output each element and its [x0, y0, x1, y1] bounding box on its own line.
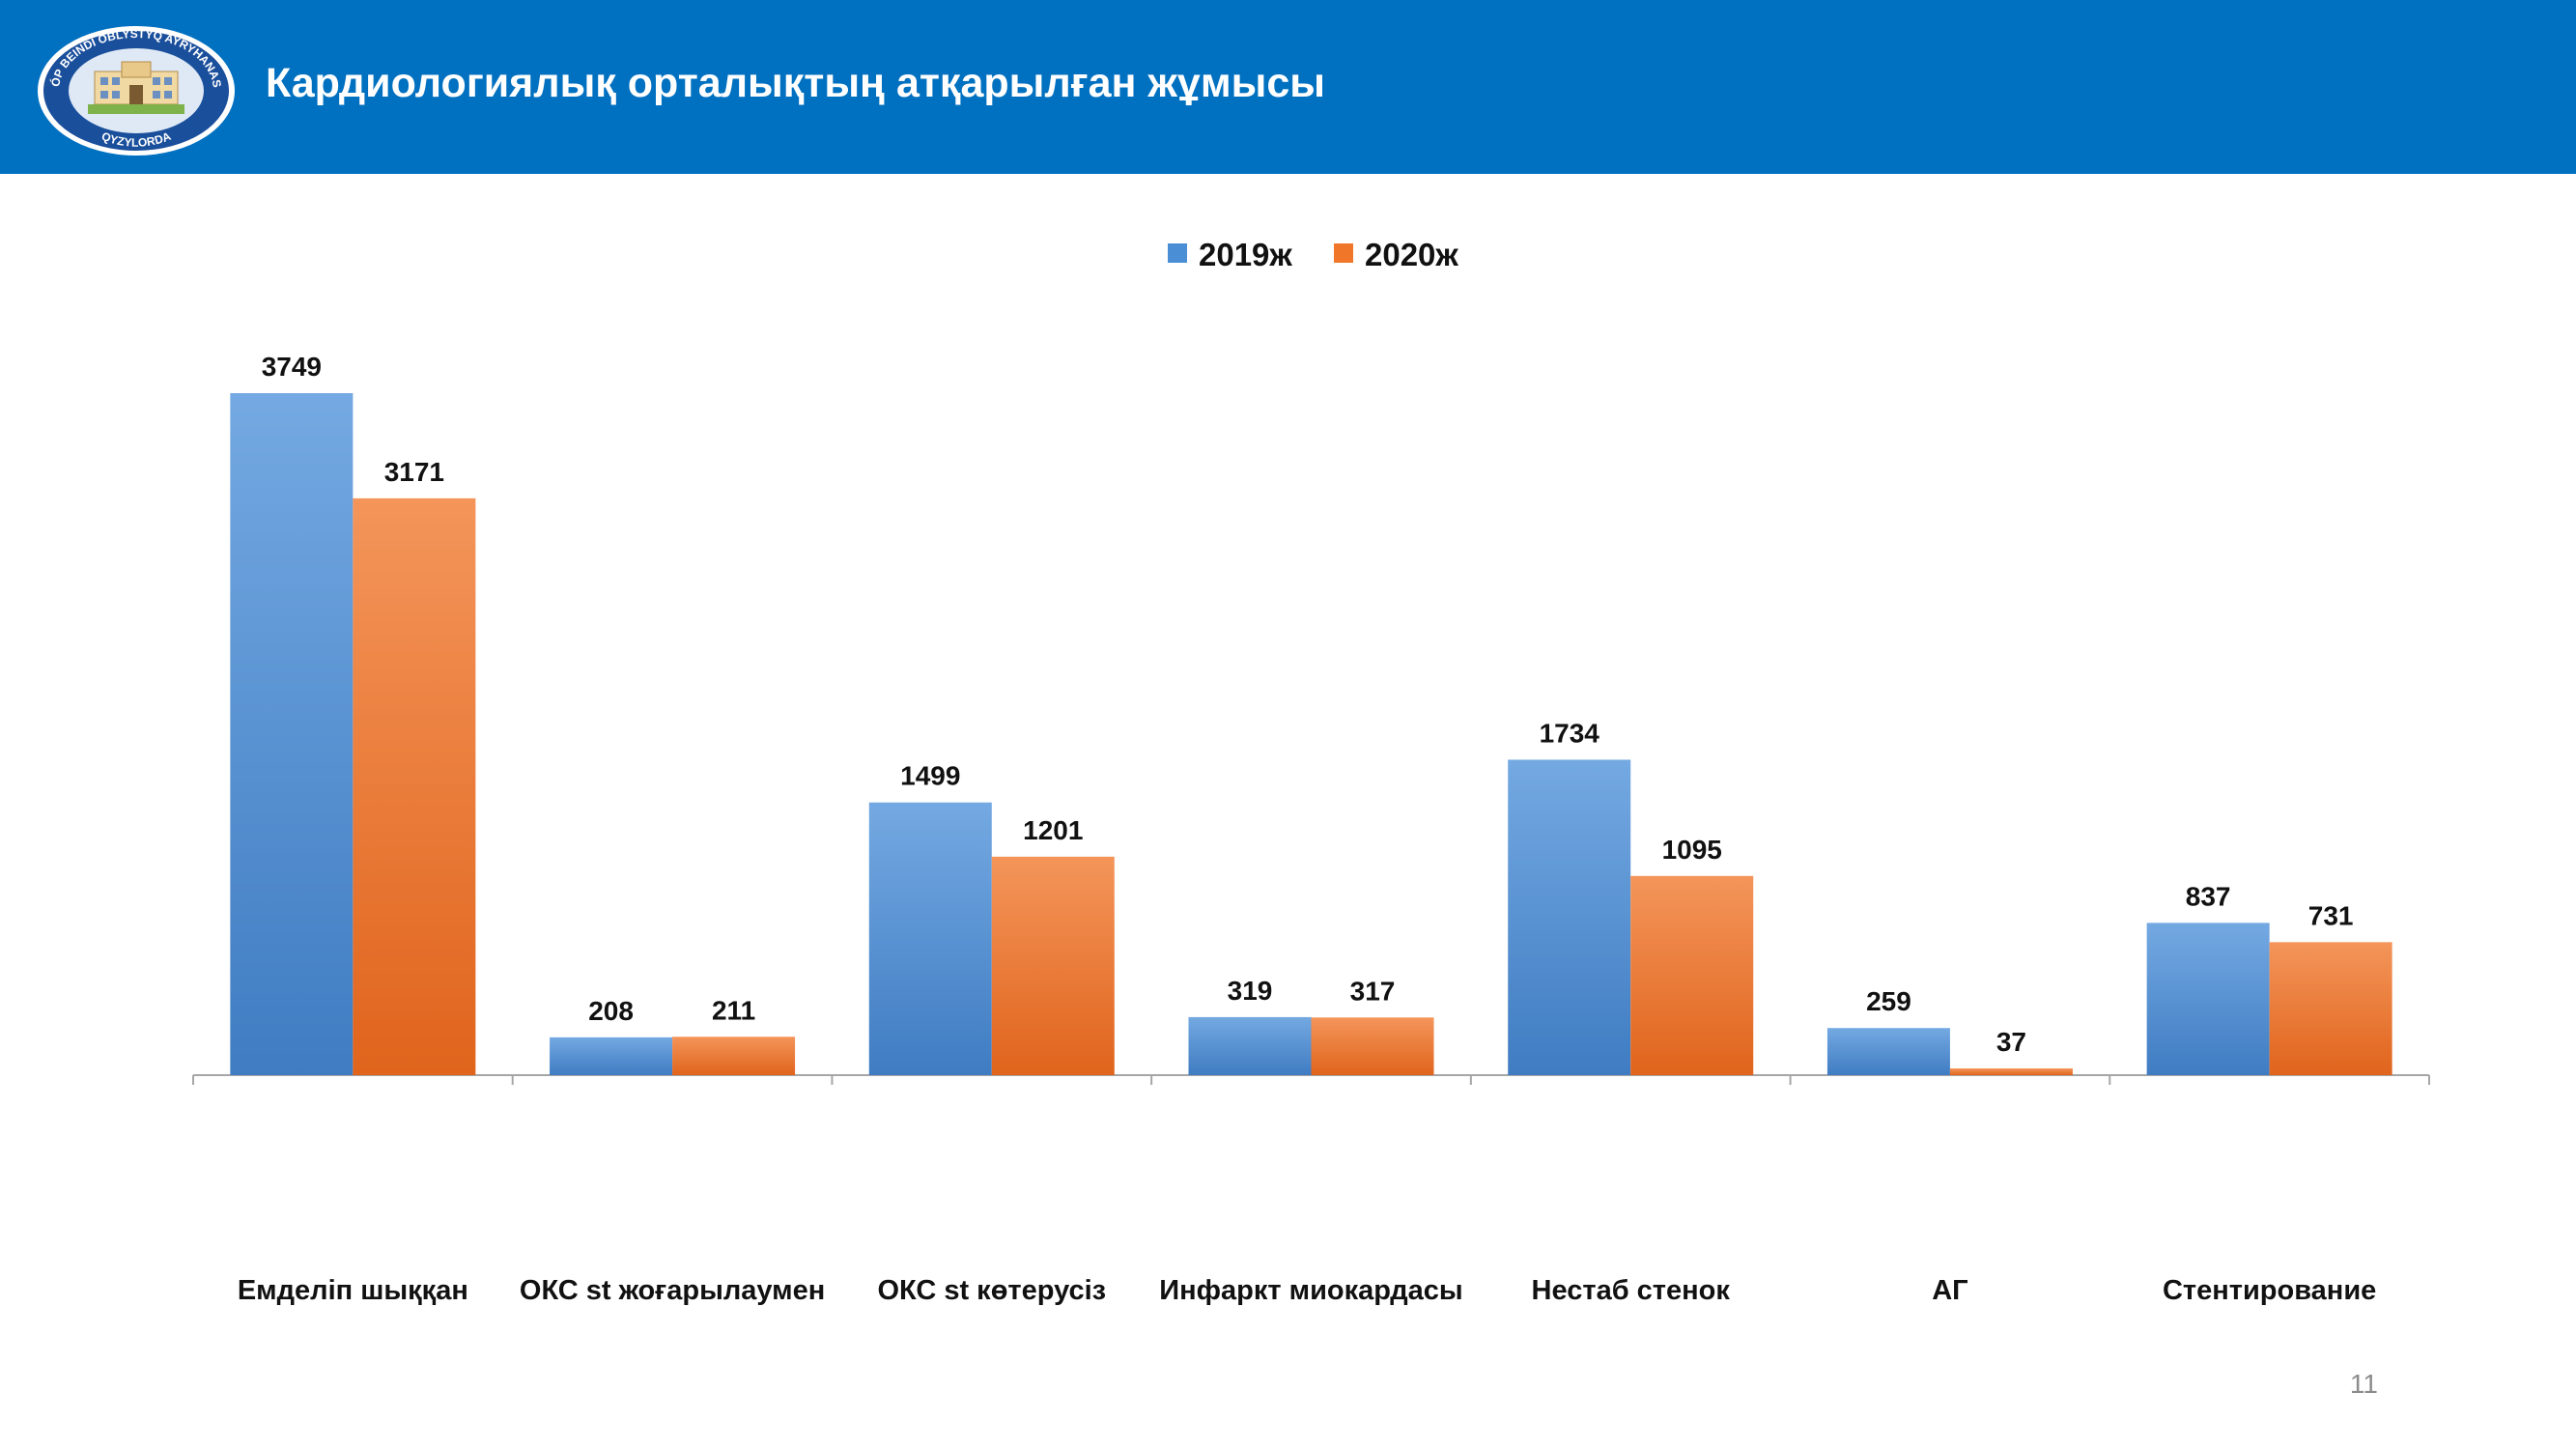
category-label: АГ — [1932, 1275, 1967, 1306]
bar-chart: 2019ж 2020ж 3749 3171 Емделіп шыққан 208 211 ОК… — [192, 237, 2430, 1306]
bar-2019-4 — [1508, 759, 1631, 1075]
data-label: 211 — [712, 995, 755, 1025]
data-label: 37 — [1996, 1027, 2026, 1057]
svg-text:QYZYLORDA: QYZYLORDA — [99, 129, 173, 150]
data-label: 731 — [2308, 900, 2354, 930]
hospital-logo-icon: KÓP BEINDI OBLYSTYQ AYRYHANASY QYZYLORDA — [35, 23, 235, 156]
bar-2020-0 — [353, 497, 476, 1075]
bar-2020-2 — [991, 856, 1115, 1075]
page-number: 11 — [2349, 1369, 2378, 1399]
category-label: ОКС st жоғарылаумен — [520, 1275, 825, 1306]
bar-2019-5 — [1826, 1028, 1950, 1075]
data-label: 259 — [1866, 986, 1911, 1016]
category-label: Емделіп шыққан — [238, 1275, 468, 1306]
category-label: Стентирование — [2163, 1275, 2376, 1306]
data-label: 1095 — [1662, 835, 1722, 865]
bar-2019-3 — [1188, 1016, 1312, 1075]
bar-2019-2 — [868, 802, 992, 1075]
logo-text-bottom: QYZYLORDA — [99, 129, 173, 150]
data-label: 208 — [588, 996, 634, 1026]
header-bar: KÓP BEINDI OBLYSTYQ AYRYHANASY QYZYLORDA… — [0, 0, 2576, 174]
category-label: Нестаб стенок — [1532, 1275, 1731, 1306]
page-title: Кардиологиялық орталықтың атқарылған жұм… — [266, 60, 1325, 106]
legend-swatch-0 — [1168, 243, 1187, 263]
bar-2019-0 — [230, 393, 354, 1075]
legend-swatch-1 — [1334, 243, 1353, 263]
legend-label-1: 2020ж — [1365, 237, 1458, 272]
data-label: 1499 — [900, 761, 960, 791]
data-label: 319 — [1228, 976, 1273, 1006]
bar-2019-6 — [2146, 923, 2270, 1075]
bar-2020-6 — [2269, 942, 2392, 1075]
legend-label-0: 2019ж — [1199, 237, 1292, 272]
category-label: Инфаркт миокардасы — [1159, 1275, 1462, 1306]
bar-2020-4 — [1630, 875, 1754, 1075]
data-label: 1201 — [1023, 815, 1083, 845]
data-label: 3749 — [262, 352, 322, 382]
bar-2019-1 — [550, 1037, 673, 1075]
bar-2020-5 — [1949, 1068, 2073, 1075]
category-label: ОКС st көтерусіз — [877, 1275, 1106, 1306]
data-label: 1734 — [1540, 718, 1600, 748]
bar-2020-1 — [672, 1037, 796, 1075]
data-label: 317 — [1350, 976, 1396, 1006]
data-label: 837 — [2186, 881, 2231, 911]
data-label: 3171 — [384, 457, 444, 487]
bar-2020-3 — [1311, 1017, 1434, 1075]
